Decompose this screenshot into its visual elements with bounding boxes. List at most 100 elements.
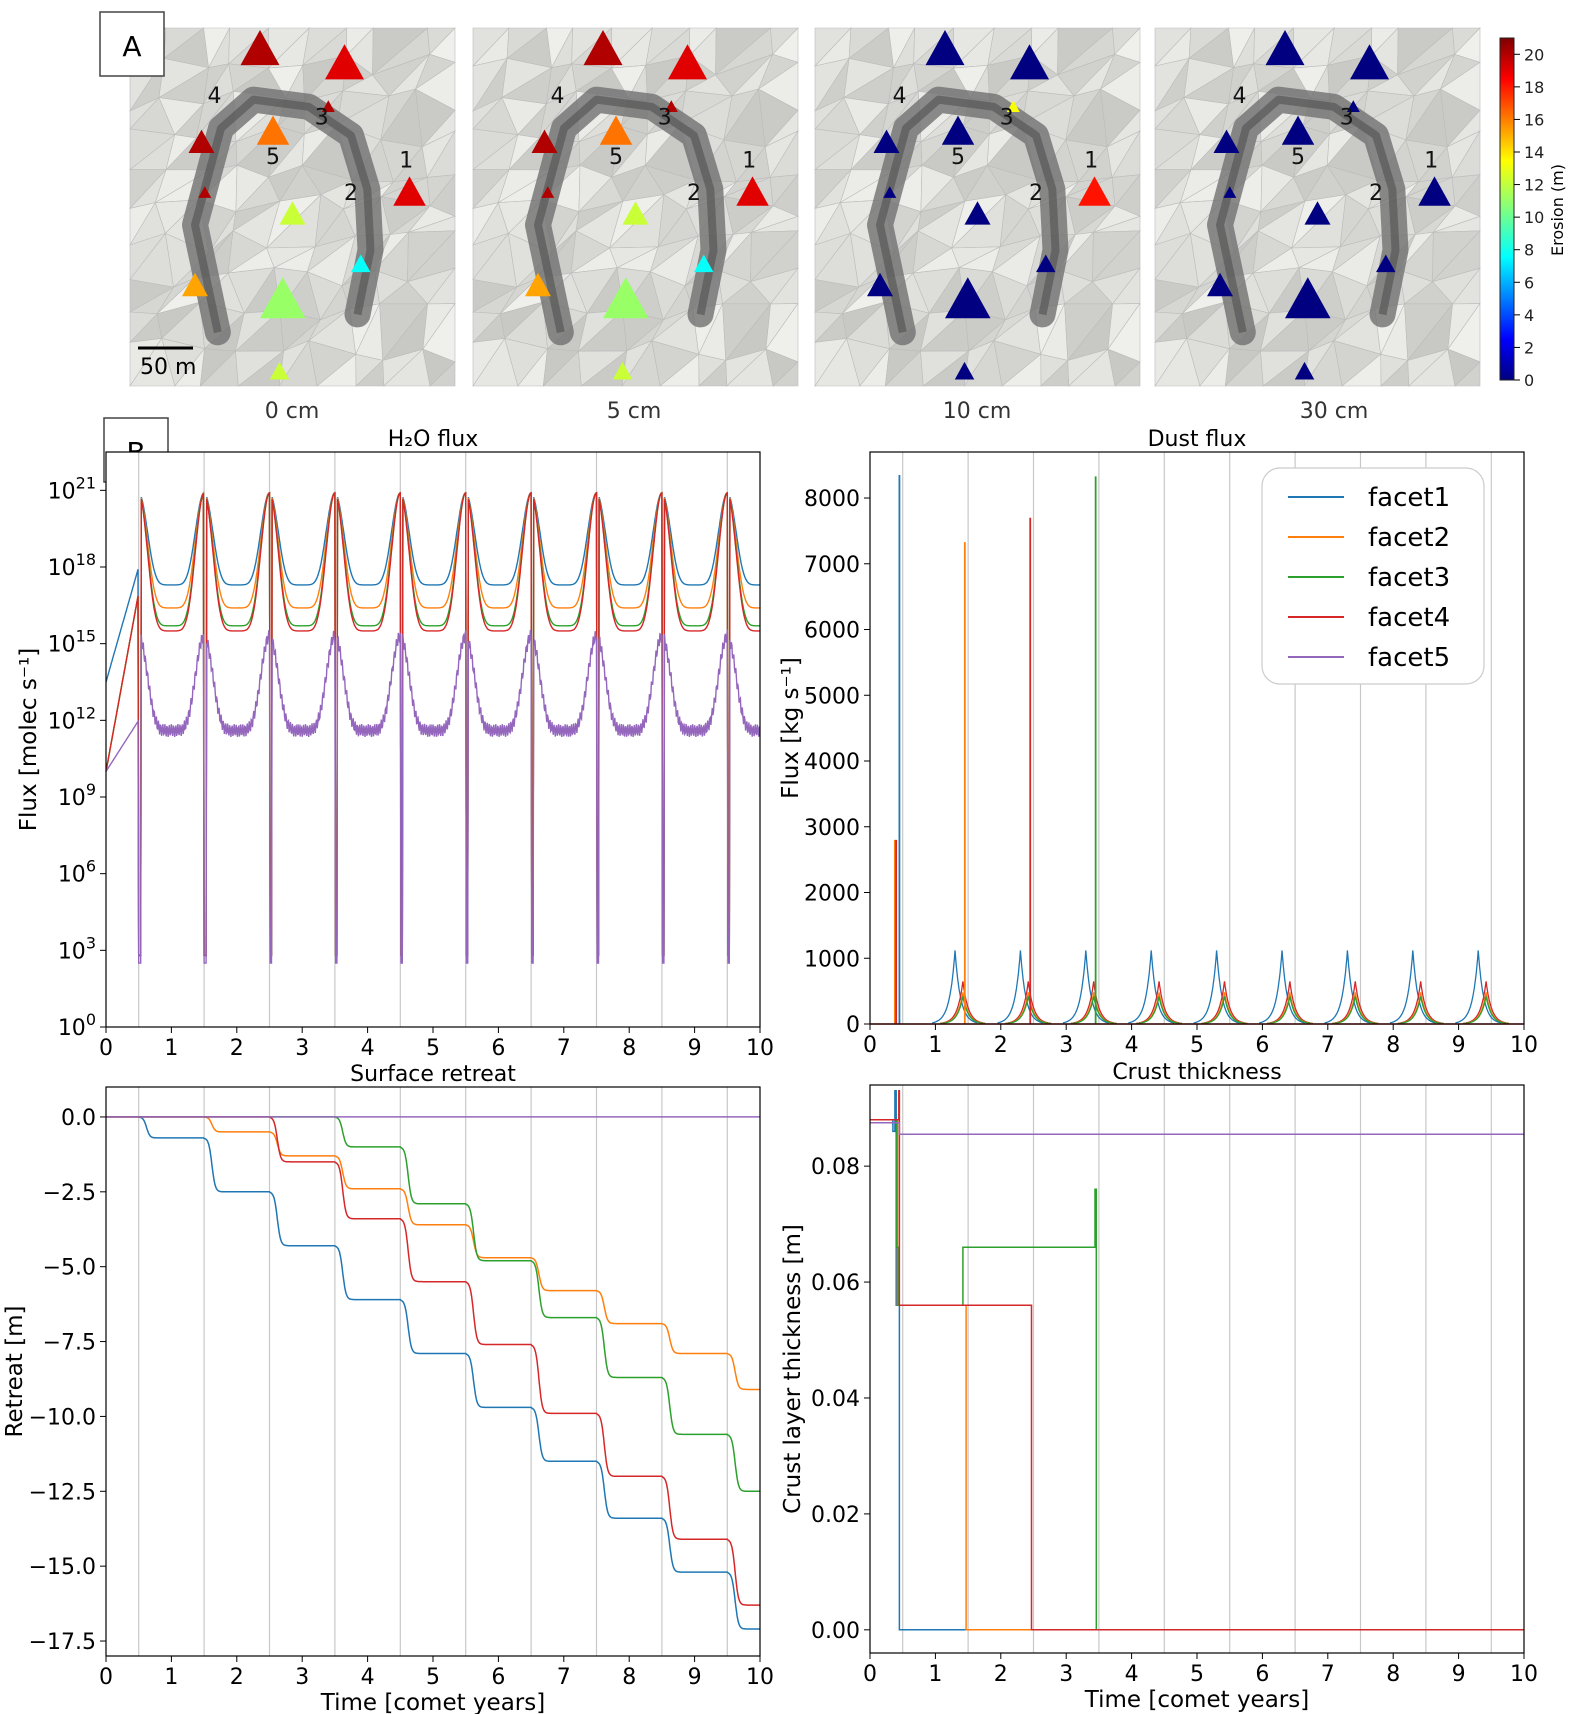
legend: facet1 facet2 facet3 facet4 facet5	[1261, 467, 1485, 685]
scalebar-label: 50 m	[140, 355, 196, 380]
series-line-facet1	[1389, 950, 1436, 1024]
series-line-facet3	[1136, 996, 1183, 1025]
y-tick-label: 1000	[804, 947, 860, 972]
erosion-facet	[541, 186, 555, 198]
facet-number-3: 3	[315, 106, 329, 131]
erosion-facet	[945, 277, 991, 319]
x-tick-label: 4	[1125, 1662, 1139, 1687]
x-tick-label: 7	[1321, 1033, 1335, 1058]
x-tick-label: 6	[1255, 1662, 1269, 1687]
series-line-facet1	[106, 1116, 760, 1630]
x-tick-label: 10	[746, 1036, 774, 1061]
x-tick-label: 5	[426, 1036, 440, 1061]
colorbar-tick-label: 10	[1524, 208, 1544, 227]
surface-retreat-chart: 0.0 −2.5 −5.0 −7.5 −10.0 −12.5 −15.0 −17.50 1 2 3 4…	[2, 1062, 774, 1714]
erosion-facet	[188, 129, 215, 153]
x-tick-label: 3	[1059, 1662, 1073, 1687]
facet-number-3: 3	[1000, 106, 1014, 131]
y-tick-label: −10.0	[29, 1405, 96, 1430]
chart-title: Surface retreat	[350, 1062, 516, 1087]
erosion-facet	[351, 254, 371, 273]
x-axis-label: Time [comet years]	[320, 1690, 545, 1714]
erosion-facet	[182, 272, 208, 297]
colorbar-tick-label: 4	[1524, 306, 1534, 325]
facet-number-1: 1	[1424, 149, 1438, 174]
facet-number-2: 2	[687, 181, 701, 206]
y-axis-label: Flux [molec s⁻¹]	[16, 648, 42, 831]
erosion-maps: 1 2 3 4 5 50 m 1 2 3 4 5 1 2 3 4 5 1 2 3 4 5	[128, 27, 1481, 387]
series-line-facet4	[105, 491, 760, 957]
facet-number-1: 1	[742, 149, 756, 174]
erosion-facet	[612, 361, 633, 380]
colorbar-tick-label: 12	[1524, 176, 1544, 195]
erosion-facet	[1285, 277, 1331, 319]
x-tick-label: 9	[688, 1036, 702, 1061]
y-tick-label: 106	[58, 857, 96, 888]
series-line-facet2	[106, 1116, 760, 1391]
y-tick-label: 1012	[48, 703, 96, 734]
x-tick-label: 4	[361, 1036, 375, 1061]
x-tick-label: 2	[230, 1036, 244, 1061]
series-line-facet5	[870, 1121, 1524, 1136]
map-panel-2: 1 2 3 4 5	[471, 27, 799, 387]
x-tick-label: 5	[1190, 1033, 1204, 1058]
x-tick-label: 10	[1510, 1662, 1538, 1687]
series-line-facet3	[1266, 996, 1313, 1025]
chart-title: Crust thickness	[1112, 1060, 1281, 1085]
series-line-facet5	[105, 629, 761, 964]
erosion-facet	[1376, 254, 1396, 273]
colorbar-tick-label: 18	[1524, 78, 1544, 97]
erosion-facet	[1006, 100, 1020, 112]
x-axis-label: Time [comet years]	[1084, 1687, 1309, 1713]
colorbar-tick-label: 0	[1524, 371, 1534, 390]
series-line-facet1	[870, 1090, 1524, 1631]
facet-number-5: 5	[951, 145, 965, 170]
series-line-facet3	[1070, 996, 1117, 1025]
erosion-facet	[260, 277, 306, 319]
chart-title: Dust flux	[1148, 427, 1247, 452]
colorbar-tick-label: 8	[1524, 241, 1534, 260]
erosion-facet	[664, 100, 678, 112]
facet-number-2: 2	[1369, 181, 1383, 206]
legend-label-facet2: facet2	[1368, 523, 1450, 553]
y-tick-label: 0.00	[811, 1619, 860, 1644]
y-tick-label: 0.02	[811, 1503, 860, 1528]
x-tick-label: 2	[230, 1665, 244, 1690]
facet-number-5: 5	[1291, 145, 1305, 170]
erosion-facet	[1418, 176, 1451, 206]
y-tick-label: 2000	[804, 882, 860, 907]
x-tick-label: 8	[1386, 1033, 1400, 1058]
series-line-facet3	[1201, 996, 1248, 1025]
map-caption-1: 0 cm	[265, 399, 320, 424]
x-tick-label: 4	[1125, 1033, 1139, 1058]
erosion-facet	[622, 201, 649, 225]
y-tick-label: 6000	[804, 619, 860, 644]
x-tick-label: 4	[361, 1665, 375, 1690]
erosion-facet	[279, 201, 306, 225]
crust-thickness-chart: 0.00 0.02 0.04 0.06 0.08 0 1 2 3 4 5 6 7 8 9 10 Crust th…	[780, 1060, 1538, 1713]
x-tick-label: 1	[928, 1662, 942, 1687]
x-tick-label: 5	[426, 1665, 440, 1690]
mesh-facet	[1454, 361, 1481, 387]
x-tick-label: 1	[928, 1033, 942, 1058]
facet-number-3: 3	[1340, 106, 1354, 131]
x-tick-label: 0	[863, 1033, 877, 1058]
series-line-facet1	[105, 491, 760, 957]
erosion-facet	[393, 176, 426, 206]
y-tick-label: −17.5	[29, 1630, 96, 1655]
erosion-facet	[883, 186, 897, 198]
series-line-facet3	[870, 1119, 1524, 1631]
series-line-facet3	[1005, 996, 1052, 1025]
erosion-facet	[941, 115, 975, 145]
y-tick-label: 8000	[804, 487, 860, 512]
erosion-facet	[1265, 30, 1305, 66]
erosion-facet	[599, 115, 633, 145]
erosion-facet	[240, 30, 280, 66]
y-tick-label: 1021	[48, 473, 96, 504]
erosion-facet	[925, 30, 965, 66]
erosion-facet	[873, 129, 900, 153]
legend-label-facet3: facet3	[1368, 563, 1450, 593]
x-tick-label: 9	[1452, 1662, 1466, 1687]
x-tick-label: 7	[1321, 1662, 1335, 1687]
